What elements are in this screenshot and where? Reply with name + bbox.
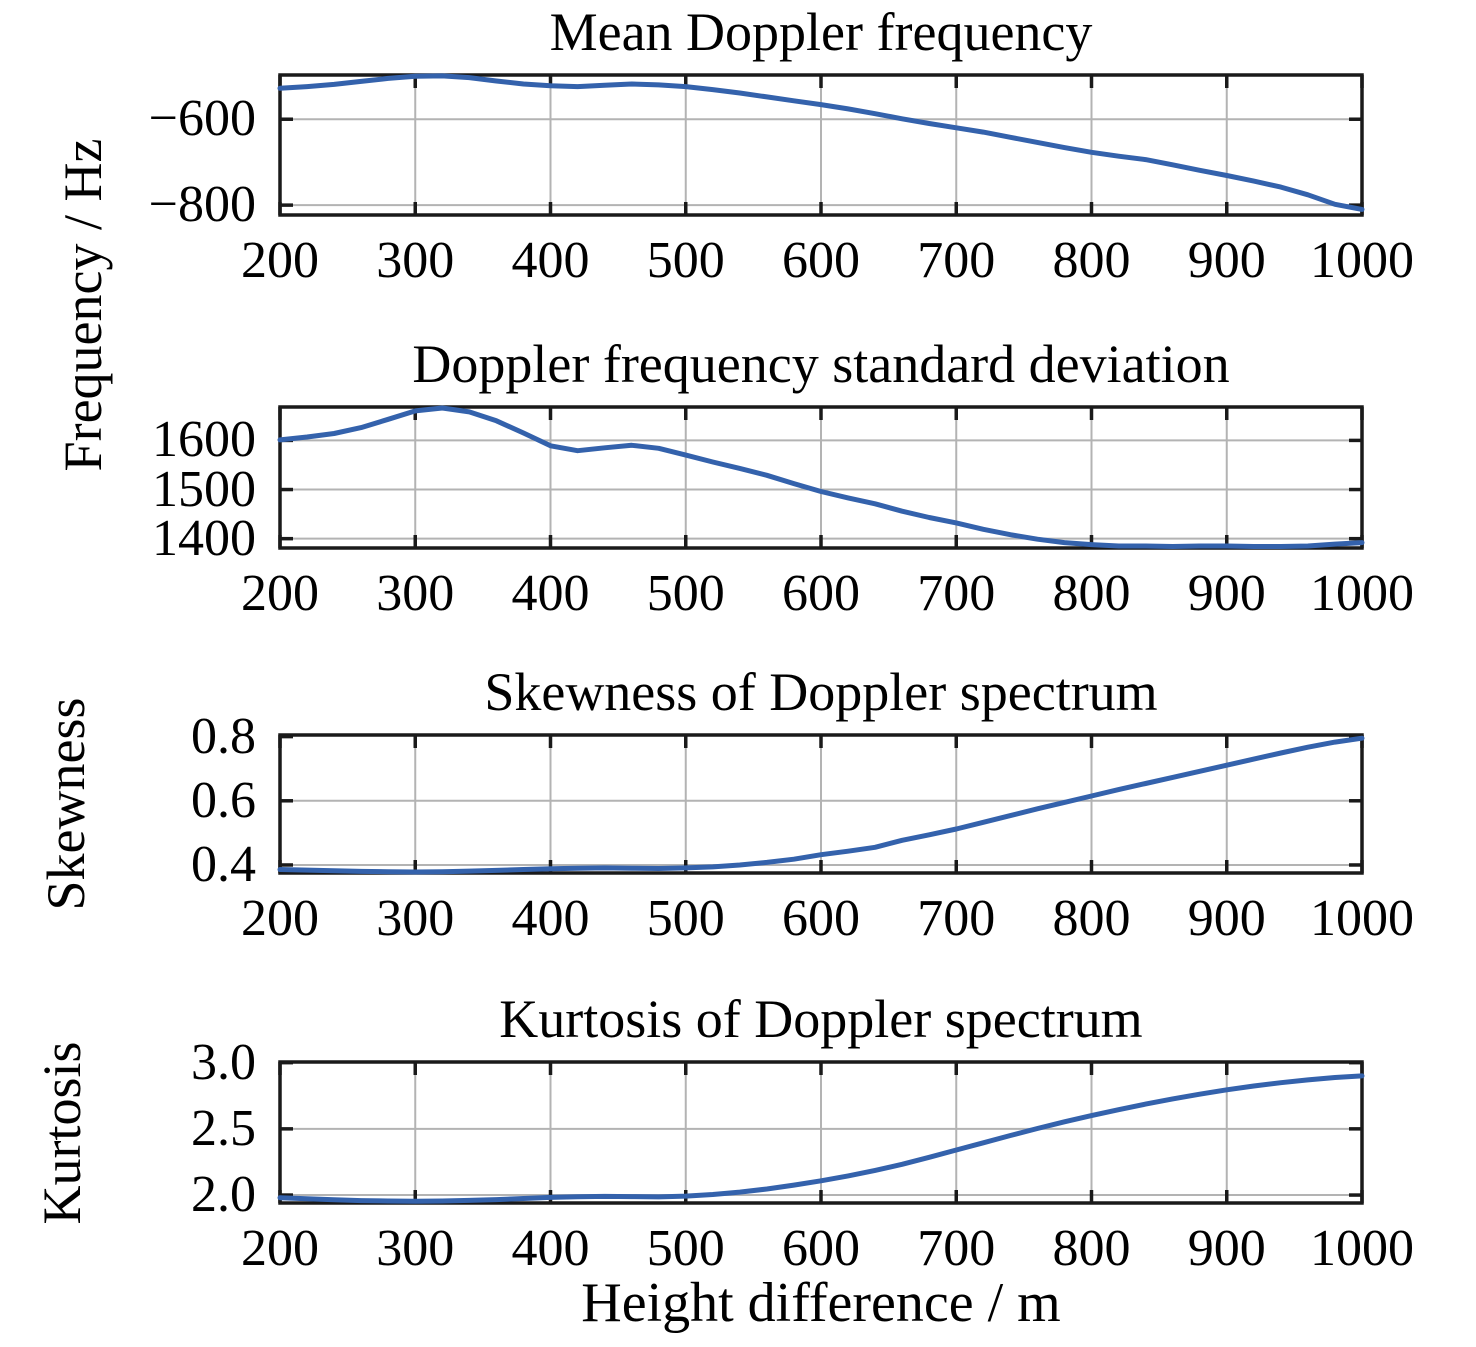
data-line <box>277 405 1365 549</box>
panel-4-chart <box>277 1060 1365 1205</box>
x-tick-label: 800 <box>1052 232 1131 289</box>
x-tick-label: 600 <box>782 565 860 622</box>
x-tick-label: 700 <box>917 232 996 289</box>
y-tick-label: 0.6 <box>191 771 256 829</box>
x-tick-label: 1000 <box>1310 1220 1414 1277</box>
x-tick-label: 200 <box>241 890 319 947</box>
panel-1-chart <box>277 73 1365 217</box>
x-tick-label: 900 <box>1187 1220 1266 1277</box>
panel-3-chart <box>277 733 1365 875</box>
y-tick-label: 0.4 <box>191 835 256 893</box>
panel-2-title: Doppler frequency standard deviation <box>412 334 1230 394</box>
x-tick-label: 700 <box>917 565 996 622</box>
x-tick-label: 400 <box>511 232 590 289</box>
x-tick-label: 400 <box>511 565 590 622</box>
y-tick-label: 1500 <box>152 460 256 518</box>
panel-3-title: Skewness of Doppler spectrum <box>484 662 1158 722</box>
y-tick-label: 2.5 <box>191 1099 256 1157</box>
x-tick-label: 900 <box>1187 890 1266 947</box>
x-tick-label: 200 <box>241 232 319 289</box>
y-tick-label: −800 <box>148 176 256 234</box>
x-tick-label: 600 <box>782 1220 860 1277</box>
y-tick-label: 0.8 <box>191 707 256 765</box>
x-tick-label: 600 <box>782 232 860 289</box>
x-tick-label: 900 <box>1187 565 1266 622</box>
x-tick-label: 1000 <box>1310 232 1414 289</box>
x-tick-label: 300 <box>376 890 455 947</box>
y-tick-label: 1600 <box>152 411 256 469</box>
x-tick-label: 400 <box>511 1220 590 1277</box>
x-tick-label: 300 <box>376 1220 455 1277</box>
x-tick-label: 1000 <box>1310 565 1414 622</box>
x-tick-label: 500 <box>646 565 725 622</box>
panel-4-title: Kurtosis of Doppler spectrum <box>499 989 1143 1049</box>
y-tick-label: 3.0 <box>191 1033 256 1091</box>
x-tick-label: 200 <box>241 1220 319 1277</box>
y-tick-label: −600 <box>148 90 256 148</box>
x-tick-label: 800 <box>1052 1220 1131 1277</box>
x-tick-label: 300 <box>376 565 455 622</box>
x-tick-label: 500 <box>646 232 725 289</box>
panel-1-title: Mean Doppler frequency <box>549 2 1093 62</box>
x-tick-label: 600 <box>782 890 860 947</box>
x-tick-label: 800 <box>1052 565 1131 622</box>
x-tick-label: 700 <box>917 890 996 947</box>
x-tick-label: 500 <box>646 890 725 947</box>
x-tick-label: 1000 <box>1310 890 1414 947</box>
y-tick-label: 1400 <box>152 509 256 567</box>
panel-2-chart <box>277 405 1365 550</box>
x-tick-label: 800 <box>1052 890 1131 947</box>
x-axis-label: Height difference / m <box>581 1272 1061 1334</box>
y-tick-label: 2.0 <box>191 1166 256 1224</box>
data-line <box>277 73 1365 212</box>
x-tick-label: 200 <box>241 565 319 622</box>
data-line <box>277 735 1365 875</box>
x-tick-label: 300 <box>376 232 455 289</box>
data-line <box>277 1073 1365 1204</box>
x-tick-label: 500 <box>646 1220 725 1277</box>
x-tick-label: 400 <box>511 890 590 947</box>
x-tick-label: 900 <box>1187 232 1266 289</box>
x-tick-label: 700 <box>917 1220 996 1277</box>
